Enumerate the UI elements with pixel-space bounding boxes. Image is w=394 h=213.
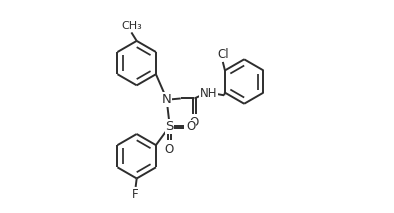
Text: N: N	[162, 93, 172, 106]
Text: O: O	[190, 116, 199, 129]
Text: F: F	[132, 188, 139, 201]
Text: S: S	[165, 120, 174, 133]
Text: NH: NH	[199, 87, 217, 100]
Text: O: O	[165, 143, 174, 156]
Text: Cl: Cl	[217, 48, 229, 61]
Text: O: O	[186, 120, 196, 133]
Text: CH₃: CH₃	[121, 21, 142, 31]
